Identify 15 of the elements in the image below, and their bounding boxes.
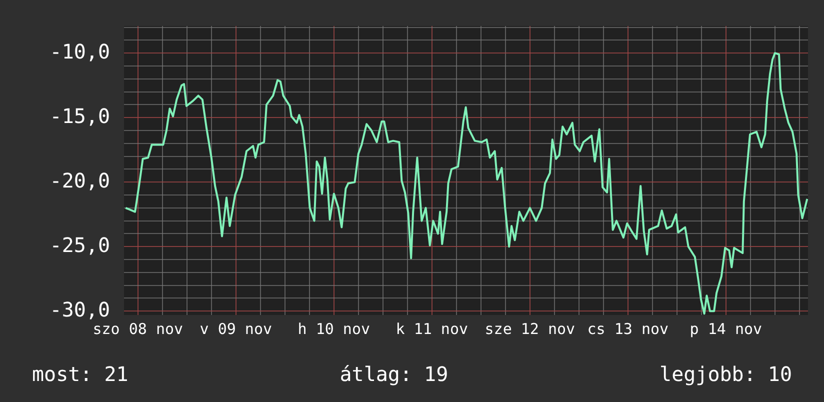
x-tick-label: v 09 nov — [200, 320, 272, 338]
y-tick-label: -10,0 — [50, 39, 110, 64]
x-tick-label: k 11 nov — [396, 320, 468, 338]
x-tick-label: cs 13 nov — [587, 320, 669, 338]
y-tick-label: -20,0 — [50, 168, 110, 192]
x-tick-label: p 14 nov — [690, 320, 762, 338]
y-tick-label: -30,0 — [50, 297, 110, 322]
x-tick-label: sze 12 nov — [484, 320, 576, 338]
x-tick-label: szo 08 nov — [92, 320, 184, 338]
text: átlag: 19 — [340, 362, 448, 386]
y-tick-label: -25,0 — [50, 232, 110, 257]
y-tick-label: -15,0 — [50, 104, 110, 128]
text: legjobb: 10 — [660, 362, 792, 386]
x-tick-label: h 10 nov — [298, 320, 370, 338]
text: most: 21 — [32, 362, 128, 386]
